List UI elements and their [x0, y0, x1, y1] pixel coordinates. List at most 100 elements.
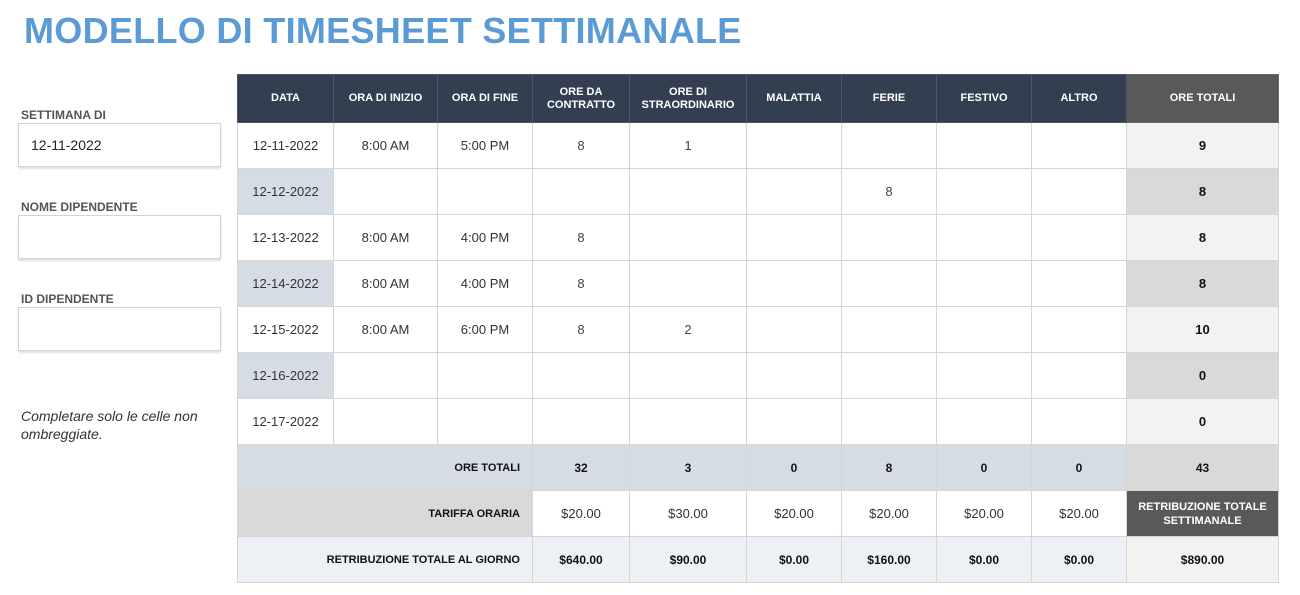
row-total-cell: 8: [1126, 260, 1279, 307]
row-total-cell: 8: [1126, 214, 1279, 261]
end-time-cell[interactable]: [437, 398, 533, 445]
hourly-rate-row: TARIFFA ORARIA $20.00 $30.00 $20.00 $20.…: [237, 490, 1279, 537]
holiday-cell[interactable]: [936, 352, 1032, 399]
row-total-cell: 0: [1126, 352, 1279, 399]
vacation-cell[interactable]: [841, 260, 937, 307]
vacation-cell[interactable]: [841, 352, 937, 399]
col-header-date: DATA: [237, 74, 334, 123]
col-header-overtime: ORE DI STRAORDINARIO: [629, 74, 747, 123]
contract-hours-cell[interactable]: 8: [532, 214, 630, 261]
date-cell[interactable]: 12-12-2022: [237, 168, 334, 215]
total-holiday: 0: [936, 444, 1032, 491]
other-cell[interactable]: [1031, 352, 1127, 399]
end-time-cell[interactable]: 4:00 PM: [437, 260, 533, 307]
row-total-cell: 9: [1126, 122, 1279, 169]
employee-id-input[interactable]: [18, 307, 221, 351]
overtime-cell[interactable]: [629, 214, 747, 261]
total-overtime: 3: [629, 444, 747, 491]
date-cell[interactable]: 12-17-2022: [237, 398, 334, 445]
rate-overtime[interactable]: $30.00: [629, 490, 747, 537]
date-cell[interactable]: 12-14-2022: [237, 260, 334, 307]
contract-hours-cell[interactable]: 8: [532, 122, 630, 169]
timesheet-table: DATA ORA DI INIZIO ORA DI FINE ORE DA CO…: [237, 74, 1279, 583]
rate-vacation[interactable]: $20.00: [841, 490, 937, 537]
pay-overtime: $90.00: [629, 536, 747, 583]
end-time-cell[interactable]: 4:00 PM: [437, 214, 533, 261]
grand-total-hours: 43: [1126, 444, 1279, 491]
overtime-cell[interactable]: [629, 398, 747, 445]
sick-cell[interactable]: [746, 168, 842, 215]
contract-hours-cell[interactable]: [532, 352, 630, 399]
end-time-cell[interactable]: 6:00 PM: [437, 306, 533, 353]
rate-contract[interactable]: $20.00: [532, 490, 630, 537]
table-row: 12-14-2022 8:00 AM 4:00 PM 8 8: [237, 260, 1279, 307]
sick-cell[interactable]: [746, 260, 842, 307]
start-time-cell[interactable]: 8:00 AM: [333, 122, 438, 169]
other-cell[interactable]: [1031, 260, 1127, 307]
col-header-contract-hours: ORE DA CONTRATTO: [532, 74, 630, 123]
daily-pay-label: RETRIBUZIONE TOTALE AL GIORNO: [237, 536, 533, 583]
col-header-sick: MALATTIA: [746, 74, 842, 123]
sick-cell[interactable]: [746, 352, 842, 399]
date-cell[interactable]: 12-13-2022: [237, 214, 334, 261]
contract-hours-cell[interactable]: 8: [532, 306, 630, 353]
sick-cell[interactable]: [746, 214, 842, 261]
vacation-cell[interactable]: [841, 398, 937, 445]
vacation-cell[interactable]: [841, 214, 937, 261]
holiday-cell[interactable]: [936, 260, 1032, 307]
other-cell[interactable]: [1031, 122, 1127, 169]
holiday-cell[interactable]: [936, 168, 1032, 215]
sick-cell[interactable]: [746, 306, 842, 353]
start-time-cell[interactable]: 8:00 AM: [333, 214, 438, 261]
overtime-cell[interactable]: [629, 352, 747, 399]
col-header-holiday: FESTIVO: [936, 74, 1032, 123]
employee-name-input[interactable]: [18, 215, 221, 259]
end-time-cell[interactable]: [437, 168, 533, 215]
row-total-cell: 0: [1126, 398, 1279, 445]
col-header-other: ALTRO: [1031, 74, 1127, 123]
contract-hours-cell[interactable]: 8: [532, 260, 630, 307]
holiday-cell[interactable]: [936, 398, 1032, 445]
pay-contract: $640.00: [532, 536, 630, 583]
start-time-cell[interactable]: 8:00 AM: [333, 306, 438, 353]
rate-holiday[interactable]: $20.00: [936, 490, 1032, 537]
vacation-cell[interactable]: 8: [841, 168, 937, 215]
start-time-cell[interactable]: [333, 398, 438, 445]
contract-hours-cell[interactable]: [532, 168, 630, 215]
holiday-cell[interactable]: [936, 306, 1032, 353]
total-other: 0: [1031, 444, 1127, 491]
week-input[interactable]: 12-11-2022: [18, 123, 221, 167]
other-cell[interactable]: [1031, 306, 1127, 353]
overtime-cell[interactable]: [629, 168, 747, 215]
rate-sick[interactable]: $20.00: [746, 490, 842, 537]
start-time-cell[interactable]: 8:00 AM: [333, 260, 438, 307]
other-cell[interactable]: [1031, 398, 1127, 445]
date-cell[interactable]: 12-11-2022: [237, 122, 334, 169]
other-cell[interactable]: [1031, 168, 1127, 215]
row-total-cell: 10: [1126, 306, 1279, 353]
pay-other: $0.00: [1031, 536, 1127, 583]
hourly-rate-label: TARIFFA ORARIA: [237, 490, 533, 537]
weekly-pay-label: RETRIBUZIONE TOTALE SETTIMANALE: [1126, 490, 1279, 537]
table-header-row: DATA ORA DI INIZIO ORA DI FINE ORE DA CO…: [237, 74, 1279, 123]
date-cell[interactable]: 12-15-2022: [237, 306, 334, 353]
start-time-cell[interactable]: [333, 352, 438, 399]
overtime-cell[interactable]: 1: [629, 122, 747, 169]
date-cell[interactable]: 12-16-2022: [237, 352, 334, 399]
vacation-cell[interactable]: [841, 306, 937, 353]
other-cell[interactable]: [1031, 214, 1127, 261]
holiday-cell[interactable]: [936, 122, 1032, 169]
vacation-cell[interactable]: [841, 122, 937, 169]
pay-vacation: $160.00: [841, 536, 937, 583]
holiday-cell[interactable]: [936, 214, 1032, 261]
end-time-cell[interactable]: [437, 352, 533, 399]
overtime-cell[interactable]: [629, 260, 747, 307]
overtime-cell[interactable]: 2: [629, 306, 747, 353]
rate-other[interactable]: $20.00: [1031, 490, 1127, 537]
end-time-cell[interactable]: 5:00 PM: [437, 122, 533, 169]
start-time-cell[interactable]: [333, 168, 438, 215]
sick-cell[interactable]: [746, 122, 842, 169]
contract-hours-cell[interactable]: [532, 398, 630, 445]
sick-cell[interactable]: [746, 398, 842, 445]
table-row: 12-16-2022 0: [237, 352, 1279, 399]
